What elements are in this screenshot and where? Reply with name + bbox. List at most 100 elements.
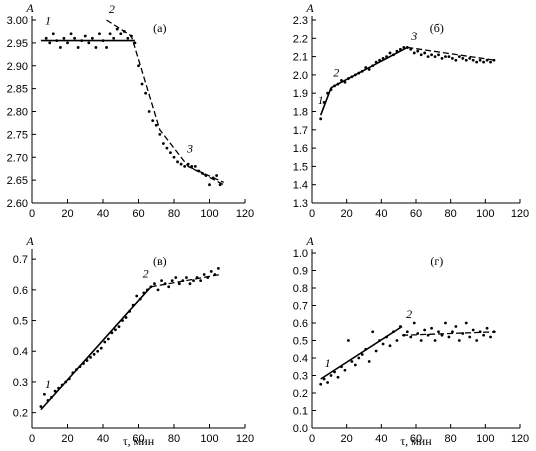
panel-label: (г) (430, 254, 443, 268)
x-tick-label: 80 (445, 208, 457, 220)
data-point (192, 279, 195, 283)
data-point (87, 41, 91, 45)
data-point (135, 294, 139, 298)
data-point (153, 282, 156, 286)
fit-line-2 (106, 19, 224, 186)
data-point (62, 36, 66, 40)
data-point (437, 330, 440, 334)
data-point (124, 316, 128, 319)
x-tick-label: 60 (132, 433, 144, 445)
segment-label: 1 (325, 356, 331, 370)
data-point (137, 64, 140, 68)
y-tick-label: 0.2 (293, 388, 308, 400)
data-point (170, 279, 174, 283)
data-point (218, 183, 222, 187)
y-tick-label: 1.5 (293, 161, 308, 173)
data-point (165, 146, 169, 150)
x-tick-label: 100 (200, 433, 218, 445)
y-tick-label: 2.2 (293, 33, 308, 45)
y-tick-label: 0.0 (293, 423, 308, 435)
fit-line-3 (187, 165, 224, 183)
data-point (475, 60, 479, 64)
y-tick-label: 2.95 (7, 38, 28, 50)
x-axis-title: τ, мин (400, 434, 432, 448)
data-point (117, 325, 121, 329)
data-point (353, 363, 357, 367)
chart-panel-3: 0 20 40 60 80 100 120 0.2 0.3 0.4 0.5 0.6 0.7 Aτ, мин… (13, 234, 254, 448)
data-point (177, 282, 181, 286)
y-tick-label: 0.8 (293, 283, 308, 295)
data-point (216, 266, 220, 270)
data-point (112, 36, 116, 40)
data-point (475, 339, 479, 342)
data-point (43, 392, 46, 396)
data-point (209, 270, 213, 273)
data-point (412, 321, 416, 325)
data-point (105, 46, 108, 49)
data-point (115, 27, 119, 31)
x-tick-label: 60 (410, 433, 422, 445)
data-point (374, 349, 378, 353)
data-point (59, 46, 62, 49)
y-tick-label: 1.4 (293, 180, 308, 192)
data-point (169, 151, 172, 155)
data-point (489, 335, 492, 339)
x-tick-label: 20 (341, 208, 353, 220)
data-point (108, 32, 112, 36)
data-point (208, 183, 211, 187)
data-point (419, 339, 423, 342)
y-tick-label: 2.85 (7, 84, 28, 96)
data-point (482, 60, 485, 64)
x-tick-label: 40 (97, 208, 109, 220)
x-tick-label: 120 (511, 208, 529, 220)
y-axis-title: A (25, 234, 34, 248)
y-tick-label: 0.5 (293, 336, 308, 348)
y-tick-label: 1.8 (293, 107, 308, 119)
data-point (329, 374, 333, 377)
segment-label: 2 (109, 2, 115, 16)
data-point (478, 58, 482, 62)
data-point (39, 405, 43, 408)
y-tick-label: 0.4 (13, 346, 28, 358)
x-tick-label: 80 (445, 433, 457, 445)
data-point (461, 332, 465, 335)
data-point (144, 91, 148, 95)
data-point (468, 57, 472, 60)
data-point (447, 55, 451, 58)
data-point (409, 335, 413, 339)
data-point (367, 360, 371, 363)
y-tick-label: 0.2 (13, 408, 28, 420)
data-point (388, 51, 392, 55)
data-point (457, 339, 461, 342)
data-point (350, 360, 354, 363)
data-point (433, 339, 437, 342)
data-point (161, 142, 165, 145)
x-tick-label: 60 (410, 208, 422, 220)
data-point (126, 36, 130, 40)
y-tick-label: 1.9 (293, 88, 308, 100)
data-point (357, 356, 361, 360)
data-point (360, 353, 364, 356)
data-point (395, 339, 399, 342)
segment-label: 3 (410, 29, 417, 43)
data-point (461, 57, 465, 60)
data-point (98, 32, 101, 36)
y-tick-label: 0.3 (293, 371, 308, 383)
data-point (430, 326, 433, 330)
data-point (347, 339, 350, 342)
data-point (66, 41, 69, 45)
fit-line-1 (40, 286, 152, 411)
data-point (160, 279, 163, 283)
data-point (215, 174, 219, 177)
x-tick-label: 100 (476, 433, 494, 445)
y-tick-label: 2.80 (7, 107, 28, 119)
x-tick-label: 0 (309, 433, 315, 445)
data-point (343, 368, 347, 372)
data-point (69, 32, 73, 36)
data-point (464, 321, 468, 325)
data-point (114, 328, 117, 332)
data-point (468, 335, 472, 339)
data-point (440, 57, 444, 60)
y-tick-label: 0.4 (293, 353, 308, 365)
data-point (156, 288, 160, 292)
